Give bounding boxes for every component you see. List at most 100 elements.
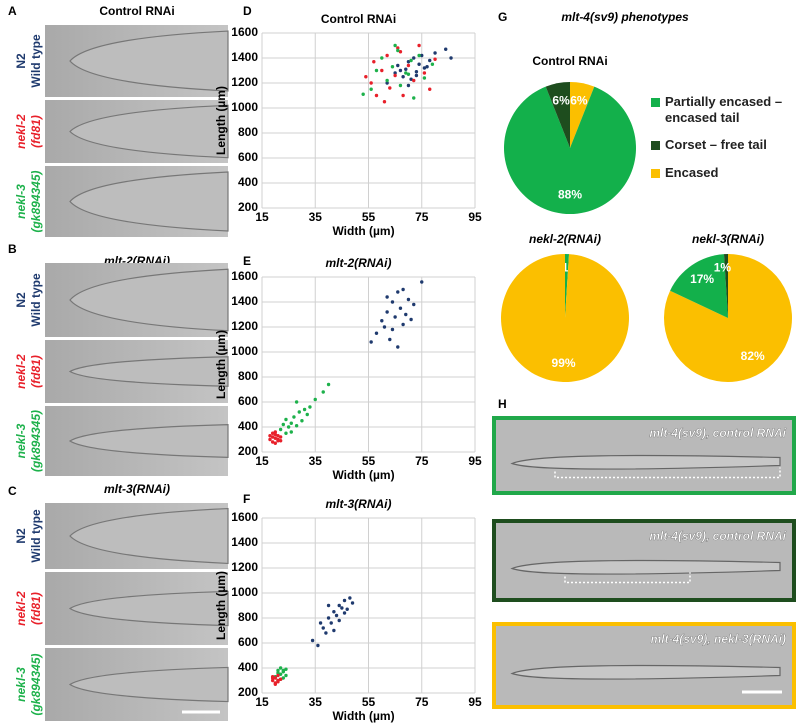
worm [68, 424, 229, 458]
point [273, 676, 278, 680]
worm [69, 268, 229, 332]
point [401, 287, 405, 292]
point [369, 87, 373, 91]
panel-letter: A [8, 4, 17, 18]
legend-swatch [651, 98, 660, 107]
y-tick-label: 1400 [231, 535, 258, 549]
slice-label: 82% [741, 349, 765, 363]
point [321, 390, 325, 394]
point [422, 66, 427, 70]
point [278, 672, 283, 676]
y-tick-label: 600 [238, 394, 258, 408]
point [324, 631, 328, 635]
pie-title: nekl-2(RNAi) [529, 232, 601, 246]
point [276, 671, 280, 675]
point [369, 81, 373, 85]
slice-label: 88% [558, 188, 582, 202]
point [393, 71, 397, 75]
point [385, 78, 389, 83]
point [425, 65, 429, 69]
point [273, 441, 278, 445]
point [297, 410, 301, 414]
y-tick-label: 600 [238, 150, 258, 164]
point [401, 75, 405, 79]
pie-title: nekl-3(RNAi) [692, 232, 764, 246]
slice-label: 17% [690, 272, 714, 286]
point [406, 83, 411, 88]
point [422, 71, 427, 75]
point [401, 322, 405, 327]
x-tick-label: 35 [309, 454, 323, 468]
worm [68, 356, 229, 387]
point [326, 382, 331, 387]
point [404, 71, 408, 75]
point [412, 96, 416, 100]
point [326, 616, 331, 620]
point [316, 643, 320, 648]
point [278, 427, 283, 432]
worm [68, 666, 229, 703]
point [286, 425, 291, 429]
micrograph-caption: mlt-4(sv9), control RNAi [649, 529, 786, 543]
pie-slice [723, 254, 728, 318]
y-tick-label: 1600 [231, 269, 258, 283]
pie-title: Control RNAi [532, 54, 607, 68]
micrograph-caption: mlt-4(sv9), control RNAi [649, 426, 786, 440]
slice-label: 6% [552, 93, 570, 107]
panel-letter: G [498, 10, 507, 24]
panel-letter: H [498, 397, 507, 411]
row-strain: nekl-2 [14, 591, 28, 626]
point [270, 431, 275, 435]
point [321, 626, 325, 630]
chart-title: Control RNAi [321, 12, 396, 26]
point [380, 68, 384, 73]
worm [69, 30, 229, 92]
point [412, 56, 416, 60]
point [276, 434, 280, 438]
chart-title: mlt-2(RNAi) [326, 256, 392, 270]
pie-slice [503, 86, 636, 214]
point [300, 419, 304, 423]
y-tick-label: 200 [238, 200, 258, 214]
point [361, 92, 365, 96]
y-tick-label: 800 [238, 610, 258, 624]
x-axis-label: Width (µm) [332, 709, 394, 723]
point [385, 310, 389, 314]
y-axis-label: Length (µm) [214, 330, 228, 399]
point [292, 415, 296, 419]
point [329, 621, 333, 625]
x-tick-label: 15 [255, 210, 269, 224]
point [273, 432, 278, 437]
point [393, 315, 397, 319]
y-tick-label: 800 [238, 369, 258, 383]
worm [510, 559, 781, 575]
point [268, 437, 272, 442]
y-tick-label: 400 [238, 175, 258, 189]
legend-swatch [651, 141, 660, 150]
row-strain: N2 [14, 528, 28, 544]
point [270, 678, 275, 683]
point [332, 628, 336, 633]
y-tick-label: 1600 [231, 25, 258, 39]
point [308, 405, 312, 409]
point [444, 47, 448, 51]
x-tick-label: 75 [415, 454, 429, 468]
x-tick-label: 15 [255, 454, 269, 468]
x-tick-label: 55 [362, 454, 376, 468]
row-strain: nekl-3 [14, 184, 28, 219]
point [406, 60, 411, 64]
point [380, 56, 384, 60]
point [302, 407, 307, 412]
point [390, 327, 395, 332]
point [396, 46, 400, 50]
point [406, 72, 411, 76]
point [284, 417, 288, 422]
point [385, 295, 389, 299]
pie-slice [570, 82, 595, 148]
y-axis-label: Length (µm) [214, 86, 228, 155]
encased-bracket [554, 467, 781, 479]
point [393, 43, 397, 48]
point [430, 62, 435, 66]
row-allele: (gk894345) [29, 410, 43, 472]
y-tick-label: 800 [238, 125, 258, 139]
